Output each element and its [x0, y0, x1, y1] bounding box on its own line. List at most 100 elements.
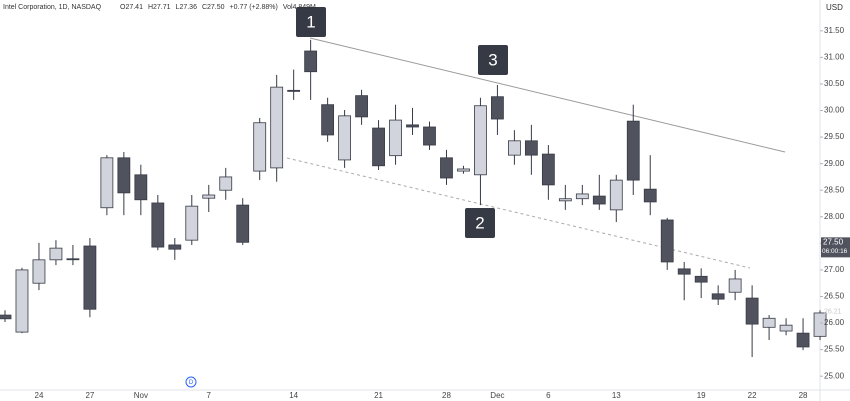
- y-tick-label: 30.50: [824, 79, 845, 88]
- candle-body: [168, 244, 182, 250]
- candle-body: [321, 104, 335, 136]
- candle-body: [457, 168, 470, 172]
- y-tick-label: 27.00: [824, 265, 845, 274]
- candle-body: [440, 157, 453, 179]
- candle-body: [32, 259, 46, 284]
- candle-body: [49, 247, 63, 261]
- badge: [465, 208, 495, 238]
- candle-body: [796, 332, 810, 348]
- last-price-box: [821, 237, 850, 258]
- header: Intel Corporation, 1D, NASDAQ: [3, 4, 102, 11]
- x-tick-label: 14: [289, 391, 298, 400]
- candle-body: [287, 89, 301, 92]
- candle-body: [236, 204, 250, 243]
- last-price: 27.50: [823, 237, 844, 246]
- candle-body: [185, 205, 199, 241]
- candle-body: [406, 124, 419, 128]
- candle-body: [338, 115, 352, 161]
- x-tick-label: 27: [85, 391, 94, 400]
- legend-value: Vol4.849M: [283, 4, 316, 11]
- candle-body: [372, 127, 385, 167]
- x-tick-label: Nov: [134, 391, 148, 400]
- candle-body: [389, 119, 402, 157]
- candle-body: [728, 278, 742, 293]
- candle-body: [677, 268, 691, 275]
- candle-body: [134, 174, 148, 201]
- countdown: 06:00:16: [822, 248, 848, 255]
- y-tick-label: 30.00: [824, 106, 845, 115]
- candle-body: [541, 153, 555, 186]
- candle-body: [609, 179, 623, 211]
- x-tick-label: Dec: [490, 391, 504, 400]
- axis-unit: USD: [826, 3, 843, 12]
- candle-body: [491, 96, 504, 120]
- x-tick-label: 28: [799, 391, 808, 400]
- candle-body: [762, 317, 776, 328]
- candle-body: [100, 157, 114, 209]
- y-tick-label: 28.00: [824, 212, 845, 221]
- x-tick-label: 7: [207, 391, 212, 400]
- x-tick-label: 13: [612, 391, 621, 400]
- y-tick-label: 29.00: [824, 159, 845, 168]
- x-tick-label: 6: [546, 391, 551, 400]
- legend-value: C27.50: [202, 4, 225, 11]
- y-tick-label: 29.50: [824, 132, 845, 141]
- plot: [0, 39, 827, 358]
- candle-body: [779, 324, 793, 332]
- candle-body: [643, 188, 657, 203]
- event-marker[interactable]: [185, 376, 197, 388]
- candle-body: [253, 122, 267, 172]
- candle-body: [745, 297, 759, 325]
- candle-body: [15, 269, 29, 333]
- candle-body: [524, 140, 538, 156]
- legend-value: H27.71: [148, 4, 171, 11]
- candle-body: [474, 105, 487, 176]
- badge: [478, 45, 508, 75]
- candle-body: [0, 314, 12, 320]
- badge: [296, 7, 326, 37]
- candle-body: [711, 293, 725, 300]
- candle-body: [270, 86, 284, 169]
- candle-body: [304, 50, 318, 73]
- legend-value: O27.41: [120, 4, 143, 11]
- candle-body: [592, 195, 606, 205]
- candle-body: [202, 194, 216, 199]
- chart-title: Intel Corporation, 1D, NASDAQ: [3, 4, 102, 11]
- badge-label: 2: [475, 213, 484, 232]
- y-tick-label: 25.00: [824, 371, 845, 380]
- x-tick-label: 28: [442, 391, 451, 400]
- candle-body: [355, 95, 368, 118]
- candle-body: [575, 193, 589, 200]
- candle-body: [694, 275, 708, 283]
- x-tick-label: 22: [748, 391, 757, 400]
- candle-body: [117, 157, 131, 194]
- y-tick-label: 28.50: [824, 185, 845, 194]
- candle-body: [626, 120, 640, 181]
- marker-price: 26.21: [824, 309, 842, 316]
- y-tick-label: 31.00: [824, 52, 845, 61]
- candle-body: [219, 176, 233, 191]
- candle-body: [66, 258, 80, 261]
- candle-body: [151, 202, 165, 248]
- badge-label: 3: [488, 50, 497, 69]
- event-marker-label[interactable]: D: [189, 380, 194, 386]
- candle-body: [83, 245, 97, 310]
- x-tick-label: 24: [35, 391, 44, 400]
- candle-body: [423, 126, 436, 146]
- trend-line-dashed: [286, 157, 751, 269]
- legend-value: +0.77 (+2.88%): [230, 4, 278, 11]
- y-tick-label: 26.00: [824, 318, 845, 327]
- y-tick-label: 31.50: [824, 26, 845, 35]
- candle-body: [558, 198, 572, 202]
- candle-body: [507, 140, 521, 156]
- badge-label: 1: [306, 12, 315, 31]
- candle-body: [660, 219, 674, 263]
- candle-body: [813, 312, 827, 337]
- trend-line: [309, 37, 786, 153]
- x-tick-label: 21: [374, 391, 383, 400]
- legend-value: L27.36: [176, 4, 198, 11]
- y-tick-label: 25.50: [824, 345, 845, 354]
- y-tick-label: 26.50: [824, 292, 845, 301]
- x-tick-label: 19: [697, 391, 706, 400]
